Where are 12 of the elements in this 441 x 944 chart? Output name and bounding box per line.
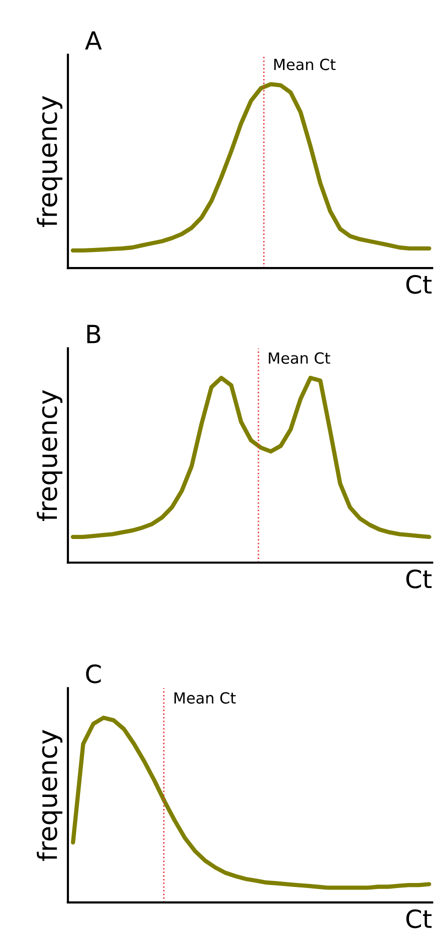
y-axis-title: frequency [36, 390, 62, 522]
chart-title: A [85, 31, 102, 50]
chart-title: B [87, 324, 100, 344]
x-axis-title: Ct [406, 569, 432, 588]
y-axis-title: frequency [36, 96, 62, 227]
y-axis-title: frequency [36, 730, 62, 861]
text: Mean Ct [174, 692, 236, 704]
text: Mean Ct [268, 352, 330, 364]
text: Mean Ct [274, 58, 336, 70]
chart-title: C [86, 664, 101, 684]
x-axis-title: Ct [406, 274, 432, 294]
x-axis-title: Ct [406, 909, 432, 928]
